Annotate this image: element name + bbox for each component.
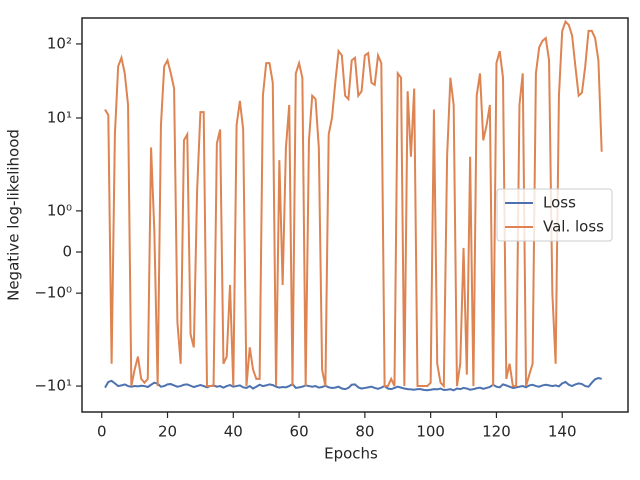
x-tick-label: 100 [416,423,445,441]
x-axis-label: Epochs [324,445,378,463]
y-tick-label: 10⁰ [47,201,72,219]
y-tick-label: 10¹ [47,108,72,126]
line-series [104,377,602,392]
plot-frame [81,17,629,413]
x-tick-label: 140 [548,423,577,441]
line-series [104,19,603,389]
legend-label: Loss [543,194,576,212]
y-tick-label: −10¹ [34,377,72,395]
legend-label: Val. loss [543,218,604,236]
y-axis-label: Negative log-likelihood [5,129,23,301]
x-tick-label: 20 [158,423,177,441]
y-tick-label: 10² [47,34,72,52]
y-tick-label: −10⁰ [34,284,72,302]
x-tick-label: 120 [482,423,511,441]
y-tick-label: 0 [62,243,72,261]
x-tick-label: 0 [97,423,107,441]
x-tick-label: 40 [224,423,243,441]
x-tick-label: 60 [290,423,309,441]
x-tick-label: 80 [355,423,374,441]
